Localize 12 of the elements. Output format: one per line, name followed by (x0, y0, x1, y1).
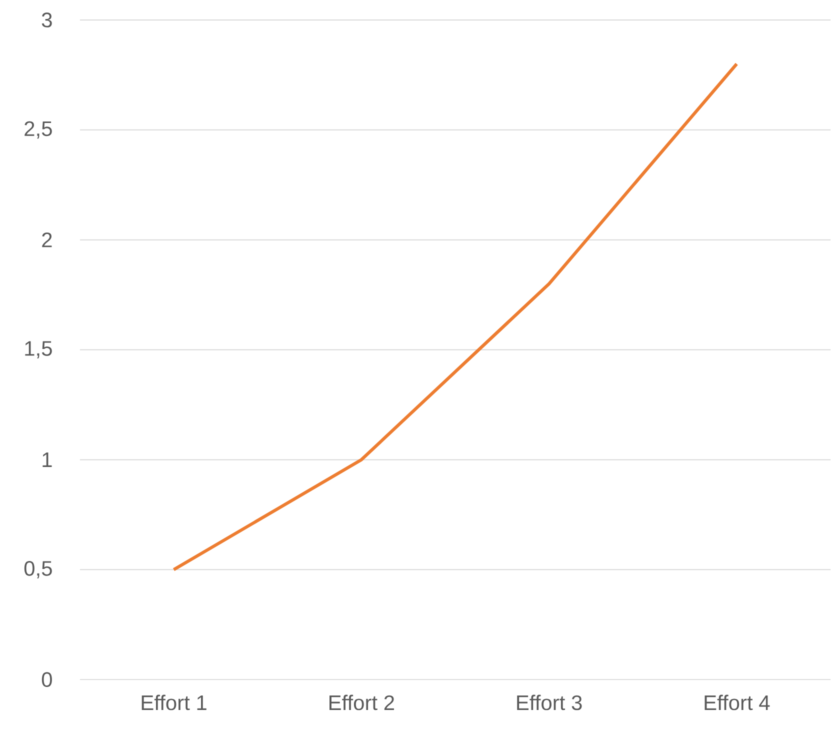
y-tick-label: 1,5 (25, 341, 52, 359)
x-tick-label: Effort 2 (329, 695, 394, 710)
y-tick-label: 2 (42, 232, 52, 248)
y-tick-label: 0,5 (24, 561, 52, 579)
x-tick-label: Effort 4 (704, 695, 770, 710)
x-tick-label: Effort 3 (517, 695, 582, 710)
y-tick-label: 1 (42, 452, 52, 468)
y-tick-label: 2,5 (24, 121, 52, 139)
x-tick-label: Effort 1 (142, 695, 206, 710)
line-series (172, 62, 738, 572)
y-tick-label: 0 (42, 672, 52, 688)
y-tick-label: 3 (42, 12, 52, 28)
